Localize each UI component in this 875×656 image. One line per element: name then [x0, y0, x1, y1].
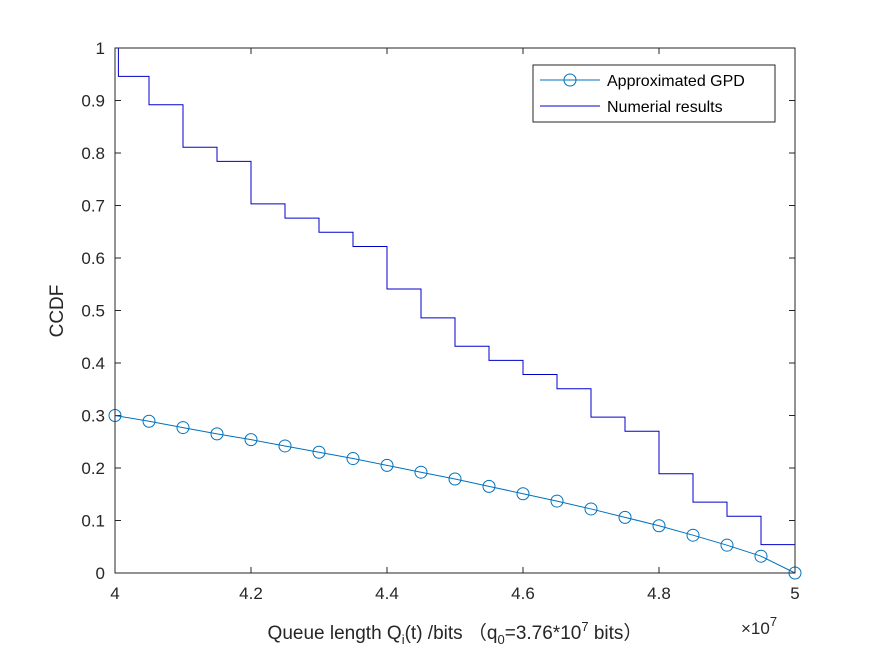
x-tick-label: 4.4: [375, 584, 399, 603]
legend-numerical-label: Numerial results: [607, 99, 723, 116]
gpd-point: [380, 458, 394, 472]
gpd-point: [754, 549, 768, 563]
x-label-sub2: 0: [498, 632, 505, 647]
y-tick-label: 0: [96, 564, 105, 583]
gpd-point: [210, 427, 224, 441]
gpd-point: [652, 519, 666, 533]
y-tick-label: 0.9: [81, 92, 105, 111]
x-label-rest: (t) /bits （q: [405, 622, 498, 644]
x-exponent-base: ×10: [741, 619, 770, 638]
legend-gpd-marker: [563, 73, 577, 87]
numerical-results-line: [115, 47, 796, 573]
legend: Approximated GPD Numerial results: [532, 64, 776, 123]
gpd-point: [278, 439, 292, 453]
gpd-point: [516, 487, 530, 501]
x-tick-label: 4.2: [239, 584, 263, 603]
x-label-end: bits）: [589, 622, 643, 644]
y-tick-label: 0.7: [81, 197, 105, 216]
gpd-point: [346, 452, 360, 466]
gpd-point: [618, 510, 632, 524]
gpd-point: [550, 494, 564, 508]
x-label-sup: 7: [581, 619, 588, 634]
x-tick-label: 5: [790, 584, 799, 603]
gpd-line: [114, 415, 796, 574]
gpd-point: [414, 465, 428, 479]
y-tick-label: 0.5: [81, 302, 105, 321]
gpd-point: [142, 414, 156, 428]
ticks-layer: 0 0.1 0.2 0.3 0.4 0.5 0.6 0.7 0.8 0.9 1 4 4.2 4.4 4.6 4…: [81, 39, 799, 603]
y-tick-label: 0.6: [81, 249, 105, 268]
x-label-mid: =3.76*10: [505, 623, 582, 644]
x-exponent-label: ×107: [741, 614, 777, 638]
y-tick-label: 1: [96, 39, 105, 58]
gpd-point: [176, 421, 190, 435]
x-tick-label: 4: [110, 584, 119, 603]
plot-border: [114, 47, 796, 574]
gpd-point: [448, 472, 462, 486]
y-tick-label: 0.8: [81, 144, 105, 163]
gpd-point: [244, 433, 258, 447]
x-tick-label: 4.8: [647, 584, 671, 603]
y-tick-label: 0.2: [81, 459, 105, 478]
x-tick-label: 4.6: [511, 584, 535, 603]
gpd-point: [720, 538, 734, 552]
y-tick-label: 0.4: [81, 354, 105, 373]
gpd-point: [686, 528, 700, 542]
gpd-point: [584, 502, 598, 516]
x-label-main: Queue length Q: [268, 623, 402, 644]
gpd-point: [482, 479, 496, 493]
x-label-sub: i: [402, 632, 405, 647]
x-exponent-power: 7: [770, 614, 777, 629]
y-tick-label: 0.1: [81, 512, 105, 531]
series-layer: [108, 47, 802, 580]
y-tick-label: 0.3: [81, 407, 105, 426]
legend-gpd-label: Approximated GPD: [607, 73, 745, 90]
x-axis-label: Queue length Qi(t) /bits （q0=3.76*107 bi…: [268, 619, 643, 647]
y-axis-label: CCDF: [47, 285, 68, 338]
gpd-point: [312, 445, 326, 459]
